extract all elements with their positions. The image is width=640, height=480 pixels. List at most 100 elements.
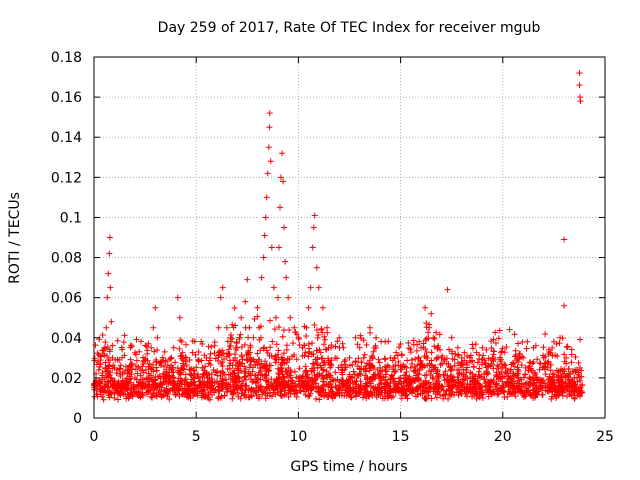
noise-point [132, 363, 139, 370]
noise-point [415, 385, 422, 392]
noise-point [285, 393, 292, 400]
noise-point [341, 358, 348, 365]
noise-point [469, 341, 476, 348]
noise-point [228, 332, 235, 339]
noise-point [127, 342, 134, 349]
noise-point [144, 389, 151, 396]
noise-point [382, 338, 389, 345]
noise-point [291, 390, 298, 397]
noise-point [308, 368, 315, 375]
noise-point [177, 353, 184, 360]
noise-point [349, 374, 356, 381]
noise-point [488, 338, 495, 345]
noise-point [450, 382, 457, 389]
data-point [540, 354, 547, 361]
noise-point [267, 344, 274, 351]
noise-point [317, 349, 324, 356]
noise-point [96, 336, 103, 343]
noise-point [195, 348, 202, 355]
data-point [489, 354, 496, 361]
noise-point [236, 360, 243, 367]
noise-point [352, 359, 359, 366]
noise-point [467, 375, 474, 382]
noise-point [515, 389, 522, 396]
data-point [258, 274, 265, 281]
data-point [360, 354, 367, 361]
noise-point [247, 361, 254, 368]
noise-point [383, 379, 390, 386]
noise-point [553, 394, 560, 401]
noise-point [293, 356, 300, 363]
noise-point [121, 332, 128, 339]
noise-point [203, 372, 210, 379]
noise-point [195, 356, 202, 363]
noise-point [306, 374, 313, 381]
noise-point [166, 396, 173, 403]
noise-point [316, 346, 323, 353]
noise-point [111, 378, 118, 385]
noise-point [204, 382, 211, 389]
noise-point [320, 366, 327, 373]
noise-point [404, 383, 411, 390]
noise-point [278, 368, 285, 375]
data-point [246, 324, 253, 331]
noise-point [105, 380, 112, 387]
noise-point [320, 367, 327, 374]
noise-point [382, 381, 389, 388]
noise-point [500, 384, 507, 391]
data-point [328, 344, 335, 351]
noise-point [407, 346, 414, 353]
noise-point [292, 329, 299, 336]
noise-point [411, 363, 418, 370]
noise-point [571, 382, 578, 389]
noise-point [498, 361, 505, 368]
noise-point [214, 368, 221, 375]
noise-point [303, 367, 310, 374]
noise-point [407, 381, 414, 388]
noise-point [139, 376, 146, 383]
noise-point [190, 374, 197, 381]
noise-point [122, 363, 129, 370]
noise-point [152, 381, 159, 388]
noise-point [540, 344, 547, 351]
noise-point [507, 368, 514, 375]
noise-point [410, 376, 417, 383]
noise-point [323, 346, 330, 353]
noise-point [172, 359, 179, 366]
data-point [373, 334, 380, 341]
noise-point [295, 378, 302, 385]
noise-point [375, 372, 382, 379]
noise-point [189, 337, 196, 344]
noise-point [420, 381, 427, 388]
data-point [303, 324, 310, 331]
noise-point [288, 385, 295, 392]
noise-point [271, 326, 278, 333]
y-tick-label: 0.12 [51, 170, 82, 186]
noise-point [508, 376, 515, 383]
noise-point [414, 391, 421, 398]
noise-point [454, 379, 461, 386]
noise-point [306, 345, 313, 352]
noise-point [501, 373, 508, 380]
data-point [106, 234, 113, 241]
noise-point [559, 379, 566, 386]
data-point [307, 284, 314, 291]
data-point [280, 178, 287, 185]
noise-point [199, 374, 206, 381]
noise-point [276, 324, 283, 331]
noise-point [530, 381, 537, 388]
noise-point [547, 362, 554, 369]
noise-point [116, 356, 123, 363]
noise-point [489, 361, 496, 368]
noise-point [296, 365, 303, 372]
noise-point [498, 368, 505, 375]
noise-point [358, 359, 365, 366]
noise-point [574, 392, 581, 399]
noise-point [425, 329, 432, 336]
noise-point [338, 389, 345, 396]
data-point [282, 258, 289, 265]
noise-point [321, 381, 328, 388]
noise-point [165, 373, 172, 380]
noise-point [250, 388, 257, 395]
noise-point [107, 390, 114, 397]
